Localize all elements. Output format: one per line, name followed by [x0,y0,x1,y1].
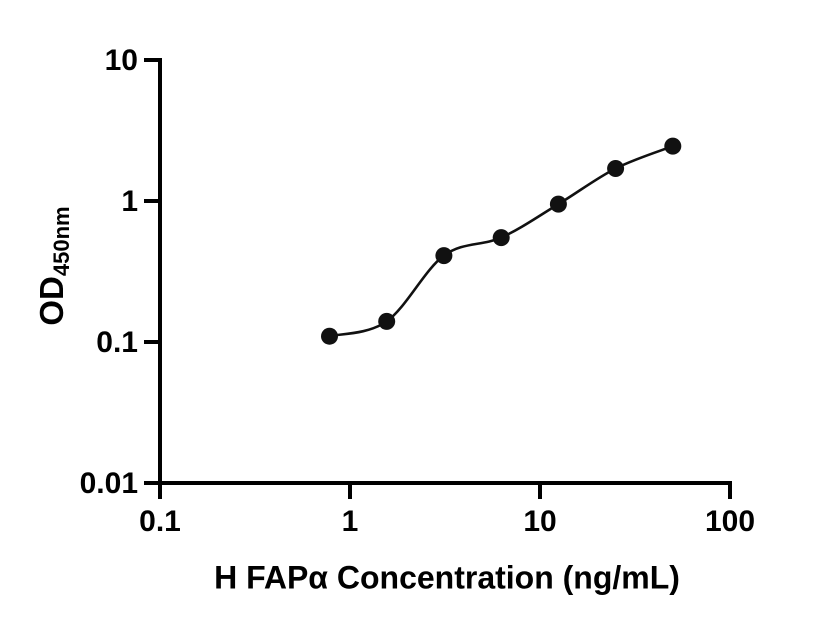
x-axis-title: H FAPα Concentration (ng/mL) [214,559,680,596]
x-tick-label: 10 [523,505,556,538]
data-point [435,247,453,265]
x-tick-label: 0.1 [139,505,181,538]
y-tick-label: 10 [105,44,138,77]
axis-lines [158,58,732,485]
y-axis-title-main: OD [33,276,70,326]
x-tick-label: 1 [342,505,359,538]
y-tick-label: 0.01 [80,467,138,500]
y-axis-title-subscript: 450nm [49,206,74,277]
data-point [378,312,396,330]
x-tick-label: 100 [705,505,755,538]
y-tick-label: 1 [121,185,138,218]
y-axis-title: OD450nm [33,206,74,326]
data-point [664,137,682,155]
data-point [321,327,338,345]
data-point [549,195,567,213]
data-point [607,160,625,177]
y-tick-label: 0.1 [96,326,138,359]
data-point [492,229,510,247]
